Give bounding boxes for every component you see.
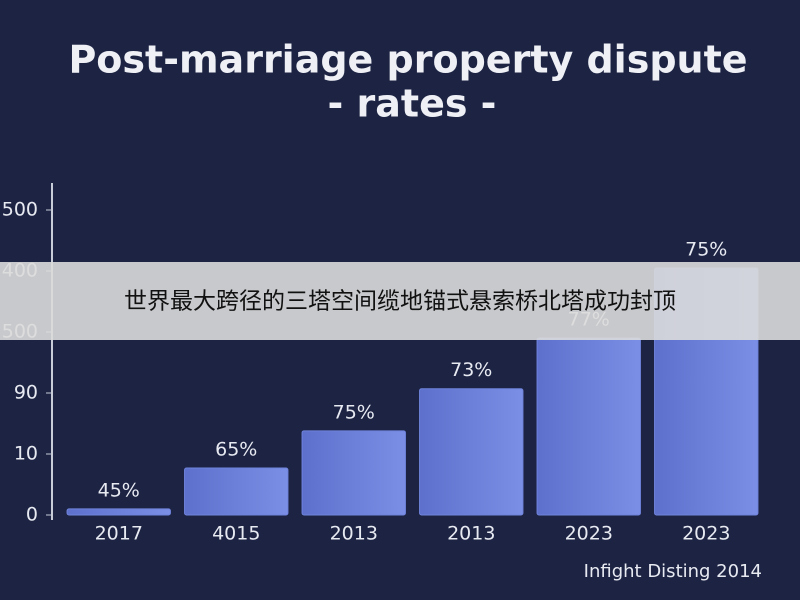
bar (66, 508, 171, 516)
y-tick-label: 0 (26, 504, 38, 526)
x-tick-label: 2023 (565, 523, 613, 545)
x-tick-label: 2013 (447, 523, 495, 545)
value-label: 45% (98, 479, 140, 501)
value-label: 75% (685, 238, 727, 260)
chart-title: Post-marriage property dispute (68, 38, 747, 82)
x-tick-label: 4015 (212, 523, 260, 545)
y-tick-label: 10 (14, 443, 38, 465)
chart-title: - rates - (328, 82, 497, 126)
y-tick-label: 90 (14, 382, 38, 404)
footer: Infight Disting 2014 (584, 561, 762, 582)
bar (184, 467, 289, 516)
x-tick-label: 2017 (95, 523, 143, 545)
value-label: 73% (450, 359, 492, 381)
banner: 世界最大跨径的三塔空间缆地锚式悬索桥北塔成功封顶 (124, 289, 676, 315)
value-label: 75% (333, 401, 375, 423)
bar (301, 430, 406, 516)
bar (419, 388, 524, 516)
x-tick-label: 2023 (682, 523, 730, 545)
banner-bg (0, 262, 800, 340)
x-tick-label: 2013 (330, 523, 378, 545)
value-label: 65% (215, 439, 257, 461)
bar (536, 337, 641, 516)
y-tick-label: 500 (2, 199, 38, 221)
